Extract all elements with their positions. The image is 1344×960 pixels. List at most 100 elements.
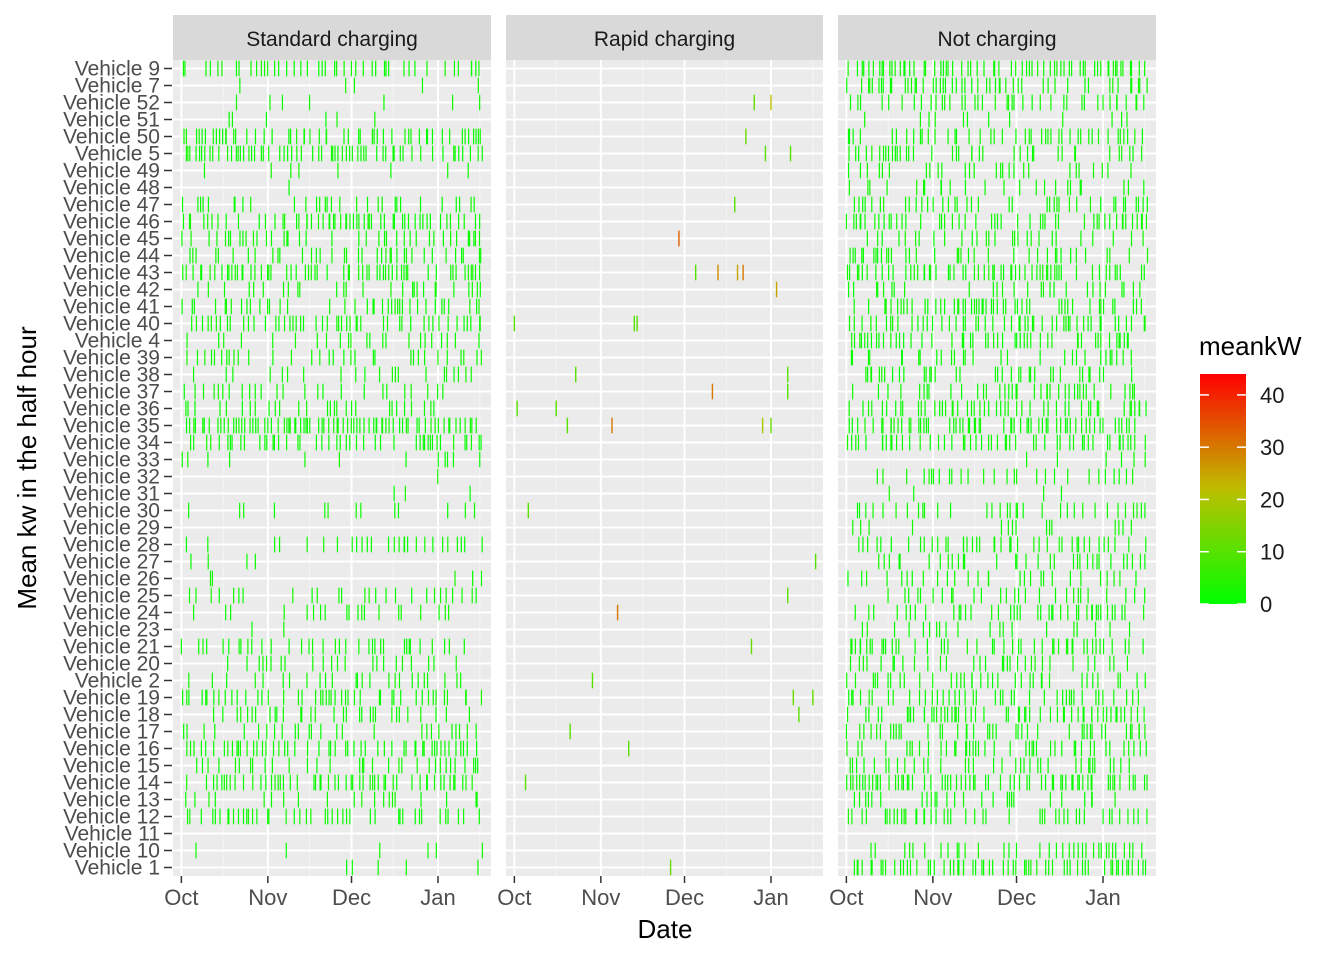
tile [337, 417, 339, 434]
tile [356, 315, 358, 332]
tile [444, 451, 446, 468]
tile [311, 587, 313, 604]
tile [212, 706, 215, 723]
tile [936, 570, 939, 587]
tile [1083, 213, 1086, 230]
tile [932, 196, 934, 213]
tile [924, 689, 926, 706]
tile [955, 145, 958, 162]
tile [249, 417, 251, 434]
tile [881, 94, 883, 111]
tile [458, 213, 460, 230]
tile [479, 128, 481, 145]
tile [967, 417, 970, 434]
tile [469, 298, 471, 315]
tile [346, 859, 348, 876]
tile [204, 349, 206, 366]
tile [993, 264, 995, 281]
tile [1087, 587, 1089, 604]
tile [1035, 434, 1037, 451]
tile [396, 706, 398, 723]
tile [959, 417, 961, 434]
tile [1049, 196, 1051, 213]
tile [1049, 706, 1052, 723]
tile [1090, 400, 1092, 417]
tile [1125, 587, 1127, 604]
tile [1141, 842, 1143, 859]
tile [365, 230, 367, 247]
tile [1078, 162, 1080, 179]
tile [481, 145, 483, 162]
tile [1038, 536, 1040, 553]
tile [1068, 60, 1070, 77]
tile [1109, 774, 1111, 791]
tile [1064, 349, 1066, 366]
tile [1124, 502, 1127, 519]
tile [284, 213, 286, 230]
tile [973, 247, 975, 264]
tile [193, 417, 195, 434]
tile [964, 162, 966, 179]
tile [912, 842, 914, 859]
tile [333, 417, 335, 434]
tile [1117, 77, 1119, 94]
tile [345, 774, 347, 791]
tile [1061, 128, 1063, 145]
tile [304, 451, 306, 468]
tile [359, 757, 361, 774]
tile [1017, 723, 1019, 740]
tile [207, 315, 209, 332]
tile [880, 77, 883, 94]
tile [454, 757, 456, 774]
tile [1015, 859, 1017, 876]
tile [1112, 60, 1114, 77]
tile [395, 655, 397, 672]
tile [389, 247, 391, 264]
tile [216, 774, 218, 791]
tile [360, 502, 362, 519]
tile [1002, 162, 1004, 179]
tile [268, 400, 270, 417]
tile [431, 128, 434, 145]
tile [930, 366, 932, 383]
tile [991, 672, 994, 689]
tile [694, 264, 697, 281]
tile [319, 774, 321, 791]
tile [1109, 213, 1111, 230]
tile [443, 298, 445, 315]
tile [400, 689, 402, 706]
tile [460, 536, 462, 553]
tile [890, 298, 892, 315]
tile [419, 196, 422, 213]
tile [944, 230, 946, 247]
tile [1069, 315, 1071, 332]
tile [426, 128, 429, 145]
tile [266, 723, 268, 740]
tile [859, 162, 862, 179]
tile [379, 434, 382, 451]
tile [363, 417, 365, 434]
tile [410, 655, 412, 672]
tile [1100, 315, 1102, 332]
x-tick-label: Nov [581, 885, 620, 910]
tile [180, 638, 182, 655]
tile [315, 315, 317, 332]
tile [770, 417, 772, 434]
tile [899, 859, 902, 876]
tile [957, 723, 959, 740]
tile [994, 77, 997, 94]
tile [964, 213, 966, 230]
tile [431, 247, 433, 264]
tile [975, 298, 978, 315]
tile [274, 60, 276, 77]
tile [611, 417, 613, 434]
y-tick-label: Vehicle 13 [63, 789, 160, 812]
tile [904, 60, 906, 77]
tile [208, 791, 210, 808]
tile [238, 757, 240, 774]
tile [424, 417, 426, 434]
x-axis-title: Date [638, 914, 693, 944]
tile [444, 604, 446, 621]
tile [1044, 213, 1046, 230]
